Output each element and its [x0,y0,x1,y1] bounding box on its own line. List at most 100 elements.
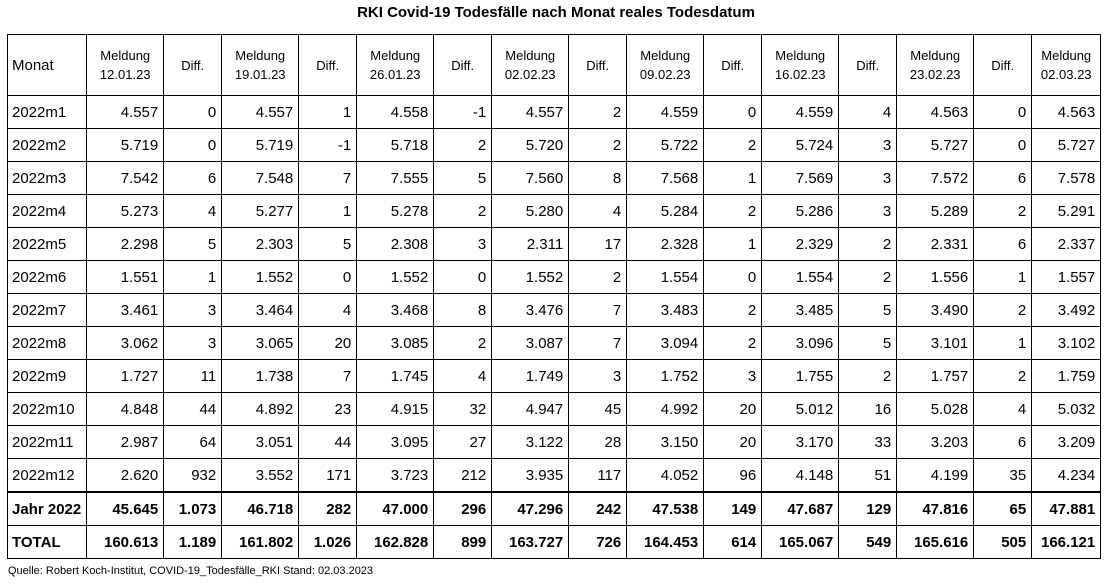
table-cell: 47.816 [896,491,975,526]
table-cell: 5 [838,293,898,327]
table-cell: 4.947 [491,392,570,426]
table-cell: 0 [298,260,358,294]
table-cell: 899 [433,525,493,559]
column-header: Diff. [298,34,358,96]
table-cell: 7.555 [356,161,435,195]
column-header-label: Meldung [100,48,151,63]
table-cell: 3.492 [1031,293,1102,327]
table-cell: 3.085 [356,326,435,360]
source-note: Quelle: Robert Koch-Institut, COVID-19_T… [8,565,374,577]
table-cell: 1.552 [356,260,435,294]
table-cell: 5.291 [1031,194,1102,228]
table-cell: 5 [298,227,358,261]
table-cell: 44 [163,392,223,426]
table-cell: 164.453 [626,525,705,559]
row-label: 2022m7 [6,293,88,327]
table-cell: 3.095 [356,425,435,459]
table-row: 2022m6 1.551 1 1.552 0 1.552 0 1.552 2 1.554 0 1.55… [6,260,1102,294]
table-cell: 1.554 [761,260,840,294]
table-cell: 1.727 [86,359,165,393]
table-row: 2022m3 7.542 6 7.548 7 7.555 5 7.560 8 7.568 1 7.56… [6,161,1102,195]
table-body: 2022m1 4.557 0 4.557 1 4.558 -1 4.557 2 4.559 0 4.5… [6,95,1102,559]
table-cell: 2 [973,194,1033,228]
table-cell: 3.122 [491,425,570,459]
table-cell: 20 [298,326,358,360]
column-header-date: 12.01.23 [99,67,151,82]
table-cell: 5.278 [356,194,435,228]
table-cell: 45.645 [86,491,165,526]
column-header: Meldung 12.01.23 [86,34,165,96]
column-header-label: Meldung [235,48,286,63]
table-cell: 4.199 [896,458,975,493]
table-cell: 4 [298,293,358,327]
table-cell: 5 [838,326,898,360]
table-cell: 5.718 [356,128,435,162]
table-cell: 44 [298,425,358,459]
table-cell: 4.052 [626,458,705,493]
table-cell: 4 [838,95,898,129]
table-cell: 5.032 [1031,392,1102,426]
table-cell: 2 [433,194,493,228]
table-cell: 1.552 [491,260,570,294]
table-cell: 7.568 [626,161,705,195]
table-cell: 47.296 [491,491,570,526]
table-cell: 5.284 [626,194,705,228]
table-cell: 1.026 [298,525,358,559]
table-row: 2022m4 5.273 4 5.277 1 5.278 2 5.280 4 5.284 2 5.28… [6,194,1102,228]
table-cell: -1 [433,95,493,129]
row-label: 2022m3 [6,161,88,195]
table-cell: 165.067 [761,525,840,559]
table-row: 2022m2 5.719 0 5.719 -1 5.718 2 5.720 2 5.722 2 5.7… [6,128,1102,162]
table-cell: 4 [973,392,1033,426]
table-cell: 0 [973,95,1033,129]
column-header-label: Diff. [316,57,340,73]
table-cell: 2.311 [491,227,570,261]
table-cell: 5.280 [491,194,570,228]
table-cell: 3.723 [356,458,435,493]
table-row: 2022m8 3.062 3 3.065 20 3.085 2 3.087 7 3.094 2 3.0… [6,326,1102,360]
column-header: Diff. [838,34,898,96]
table-cell: 3.464 [221,293,300,327]
table-cell: 5.012 [761,392,840,426]
table-cell: 242 [568,491,628,526]
column-header-date: 26.01.23 [369,67,421,82]
table-cell: 2 [703,326,763,360]
row-label: Jahr 2022 [6,491,88,526]
table-cell: 1.557 [1031,260,1102,294]
table-cell: 2 [703,293,763,327]
row-label: 2022m10 [6,392,88,426]
column-header-label: Diff. [721,57,745,73]
table-cell: 5.720 [491,128,570,162]
table-cell: 1 [703,161,763,195]
table-row: 2022m11 2.987 64 3.051 44 3.095 27 3.122 28 3.150… [6,425,1102,459]
table-cell: 6 [973,425,1033,459]
table-cell: 3 [433,227,493,261]
column-header-date: 02.03.23 [1040,67,1092,82]
table-cell: 4.557 [491,95,570,129]
table-cell: 11 [163,359,223,393]
table-cell: 47.538 [626,491,705,526]
table-cell: 3 [163,326,223,360]
table-cell: 1.073 [163,491,223,526]
table-cell: 3.094 [626,326,705,360]
table-cell: 4.892 [221,392,300,426]
table-cell: 2.328 [626,227,705,261]
table-cell: 7 [568,326,628,360]
column-header: Diff. [703,34,763,96]
column-header-label: Meldung [370,48,421,63]
table-cell: 1 [298,95,358,129]
table-cell: 3.102 [1031,326,1102,360]
table-cell: 5.722 [626,128,705,162]
column-header: Meldung 02.03.23 [1031,34,1102,96]
column-header-label: Meldung [910,48,961,63]
table-cell: 0 [433,260,493,294]
column-header: Meldung 26.01.23 [356,34,435,96]
table-cell: 1 [298,194,358,228]
table-cell: -1 [298,128,358,162]
table-cell: 1 [973,326,1033,360]
table-cell: 47.881 [1031,491,1102,526]
table-cell: 4.563 [1031,95,1102,129]
table-cell: 3 [163,293,223,327]
column-header-label: Meldung [775,48,826,63]
table-cell: 296 [433,491,493,526]
